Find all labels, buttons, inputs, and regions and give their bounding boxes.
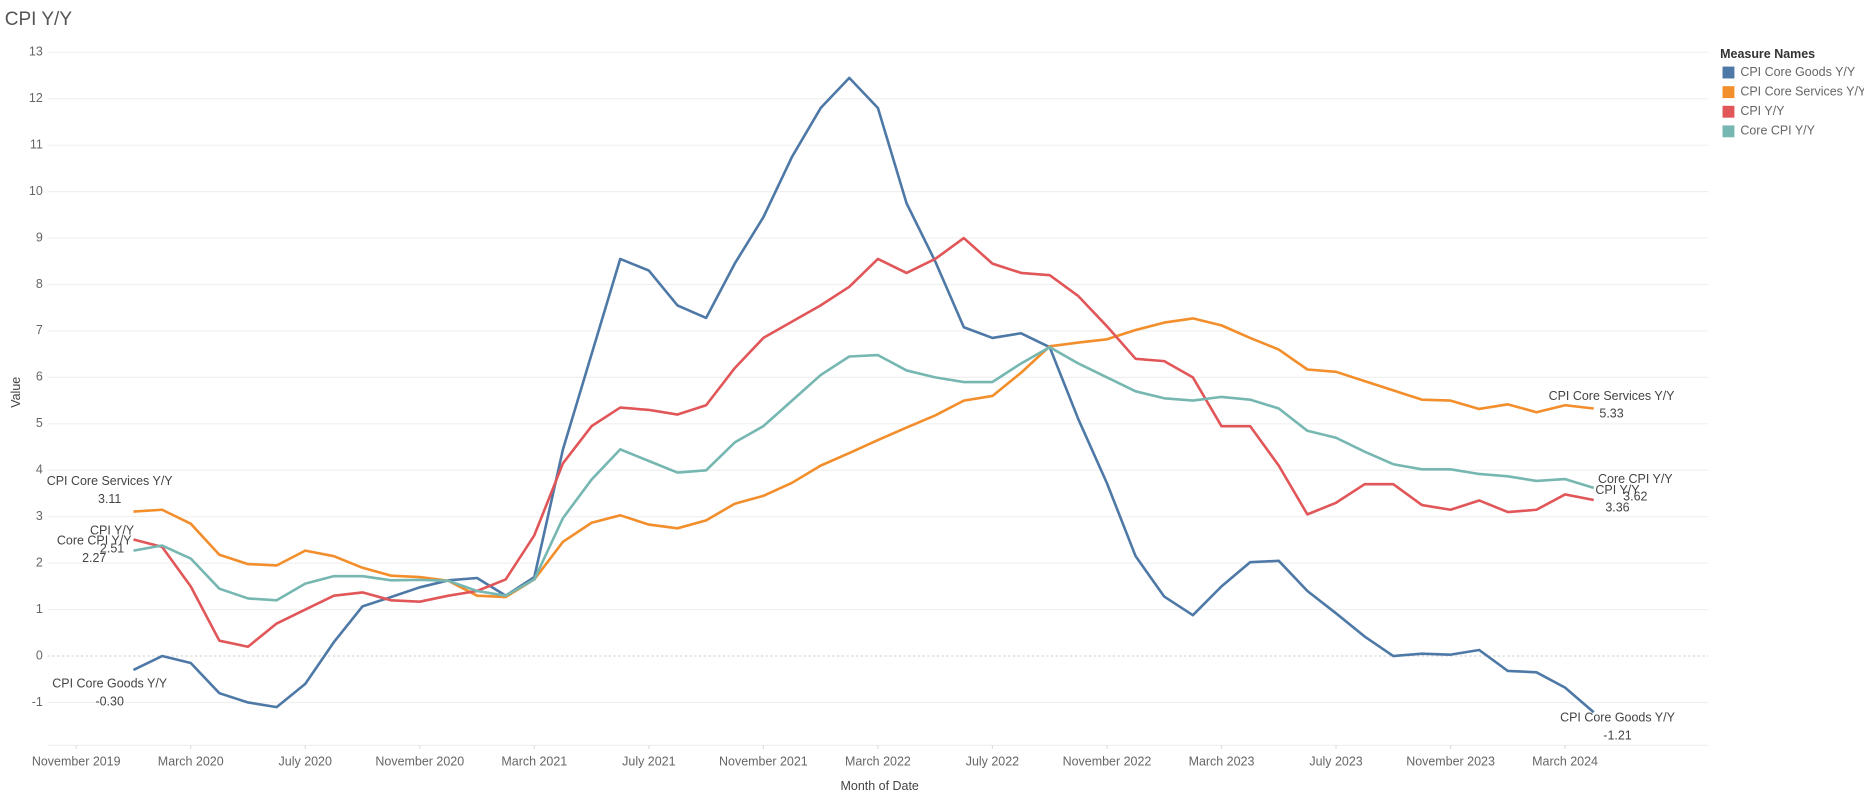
y-tick-label: 9 bbox=[36, 230, 43, 244]
legend-swatch bbox=[1722, 66, 1735, 79]
x-tick-label: March 2021 bbox=[501, 754, 567, 768]
start-label-value: 3.11 bbox=[98, 492, 121, 506]
y-tick-label: -1 bbox=[32, 695, 43, 709]
legend-swatch bbox=[1722, 86, 1735, 99]
x-tick-label: November 2021 bbox=[719, 754, 808, 768]
end-label-name: CPI Core Goods Y/Y bbox=[1560, 710, 1675, 724]
legend-title: Measure Names bbox=[1720, 47, 1815, 61]
y-tick-label: 10 bbox=[29, 184, 43, 198]
y-tick-label: 6 bbox=[36, 370, 43, 384]
end-label-name: CPI Core Services Y/Y bbox=[1549, 389, 1676, 403]
end-label-name: Core CPI Y/Y bbox=[1598, 472, 1673, 486]
start-label-name: Core CPI Y/Y bbox=[57, 533, 132, 547]
y-tick-label: 5 bbox=[36, 416, 43, 430]
end-label-value: 5.33 bbox=[1599, 407, 1623, 421]
x-tick-label: November 2020 bbox=[375, 754, 464, 768]
chart-title: CPI Y/Y bbox=[5, 9, 73, 30]
legend-label: CPI Core Services Y/Y bbox=[1740, 84, 1864, 98]
series-line bbox=[133, 345, 1595, 602]
legend-label: Core CPI Y/Y bbox=[1740, 124, 1815, 138]
series-line bbox=[133, 317, 1594, 599]
x-axis-title: Month of Date bbox=[841, 779, 919, 793]
y-tick-label: 8 bbox=[36, 277, 43, 291]
y-tick-label: 1 bbox=[36, 602, 43, 616]
x-tick-label: March 2022 bbox=[845, 754, 911, 768]
y-tick-label: 7 bbox=[36, 323, 43, 337]
x-tick-label: March 2023 bbox=[1189, 754, 1255, 768]
y-axis-title: Value bbox=[9, 377, 23, 408]
x-tick-label: November 2023 bbox=[1406, 754, 1495, 768]
y-tick-label: 0 bbox=[36, 648, 43, 662]
series-line bbox=[132, 76, 1595, 714]
start-label-value: 2.51 bbox=[100, 541, 124, 555]
start-label-name: CPI Core Services Y/Y bbox=[47, 474, 174, 488]
y-tick-label: 13 bbox=[29, 45, 43, 59]
x-tick-label: July 2022 bbox=[966, 754, 1019, 768]
end-label-name: CPI Y/Y bbox=[1595, 483, 1640, 497]
series-line bbox=[133, 236, 1594, 649]
x-tick-label: March 2024 bbox=[1532, 754, 1598, 768]
x-tick-label: March 2020 bbox=[158, 754, 224, 768]
x-tick-label: July 2020 bbox=[279, 754, 332, 768]
legend-label: CPI Core Goods Y/Y bbox=[1740, 65, 1855, 79]
start-label-name: CPI Core Goods Y/Y bbox=[52, 677, 167, 691]
y-tick-label: 12 bbox=[29, 91, 43, 105]
end-label-value: 3.62 bbox=[1623, 490, 1647, 504]
x-tick-label: November 2019 bbox=[32, 754, 121, 768]
legend-label: CPI Y/Y bbox=[1740, 104, 1785, 118]
x-tick-label: July 2021 bbox=[622, 754, 675, 768]
x-tick-label: July 2023 bbox=[1309, 754, 1362, 768]
legend-swatch bbox=[1722, 105, 1735, 118]
y-tick-label: 4 bbox=[36, 463, 43, 477]
y-tick-label: 2 bbox=[36, 555, 43, 569]
end-label-value: -1.21 bbox=[1603, 728, 1631, 742]
x-tick-label: November 2022 bbox=[1063, 754, 1152, 768]
end-label-value: 3.36 bbox=[1605, 501, 1629, 515]
y-tick-label: 11 bbox=[30, 137, 43, 151]
start-label-value: -0.30 bbox=[95, 694, 123, 708]
y-tick-label: 3 bbox=[36, 509, 43, 523]
start-label-name: CPI Y/Y bbox=[90, 523, 135, 537]
legend-swatch bbox=[1722, 125, 1735, 138]
start-label-value: 2.27 bbox=[82, 551, 106, 565]
